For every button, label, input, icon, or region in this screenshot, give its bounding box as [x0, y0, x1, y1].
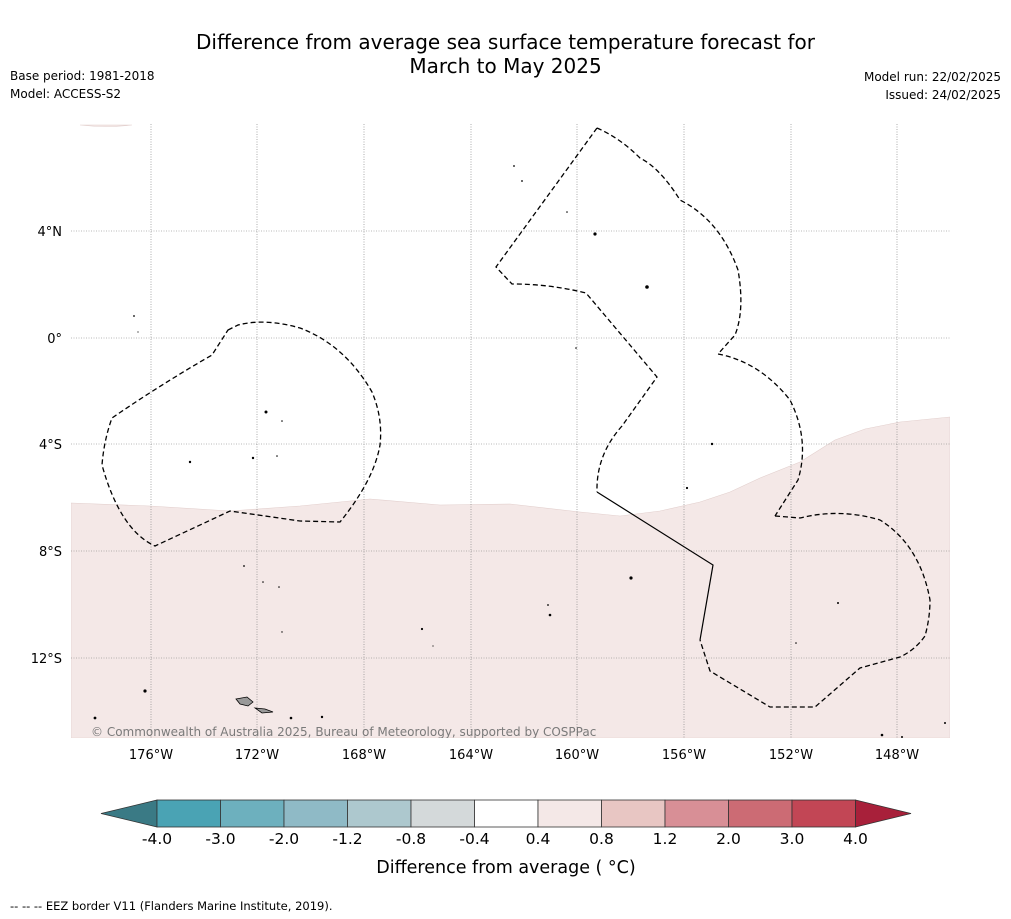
lat-label: 4°N	[38, 225, 63, 240]
eez-footnote: -- -- -- EEZ border V11 (Flanders Marine…	[10, 899, 333, 913]
colorbar-over-triangle	[855, 799, 912, 828]
lat-label: 0°	[47, 332, 62, 347]
title-line-2: March to May 2025	[409, 54, 602, 78]
map-panel: © Commonwealth of Australia 2025, Bureau…	[71, 124, 950, 739]
anomaly-region	[71, 416, 950, 738]
samoa-island-upolu	[253, 707, 274, 714]
colorbar-segment	[410, 799, 475, 828]
colorbar	[100, 799, 912, 828]
lat-label: 4°S	[39, 438, 62, 453]
colorbar-segment	[156, 799, 221, 828]
colorbar-segment	[474, 799, 539, 828]
eez-kiribati-line	[596, 127, 804, 517]
map-title: Difference from average sea surface temp…	[0, 30, 1011, 78]
lon-label: 148°W	[875, 748, 919, 763]
colorbar-ticks: -4.0 -3.0 -2.0 -1.2 -0.8 -0.4 0.4 0.8 1.…	[142, 830, 868, 848]
copyright-text: © Commonwealth of Australia 2025, Bureau…	[91, 725, 596, 739]
issued-text: Issued: 24/02/2025	[885, 88, 1001, 102]
colorbar-segment	[347, 799, 412, 828]
colorbar-tick-label: 1.2	[653, 830, 678, 848]
colorbar-under-triangle	[100, 799, 158, 828]
colorbar-tick-label: -2.0	[269, 830, 299, 848]
colorbar-tick-label: 2.0	[716, 830, 741, 848]
colorbar-segment	[664, 799, 729, 828]
lat-label: 8°S	[39, 545, 62, 560]
eez-shared-boundary	[596, 491, 714, 641]
base-period-text: Base period: 1981-2018	[10, 69, 155, 83]
lat-label: 12°S	[31, 652, 62, 667]
lat-labels: 4°N 0° 4°S 8°S 12°S	[31, 225, 62, 667]
colorbar-tick-label: -0.8	[396, 830, 426, 848]
colorbar-segment	[220, 799, 285, 828]
colorbar-tick-label: -3.0	[205, 830, 235, 848]
lon-label: 168°W	[342, 748, 386, 763]
lon-label: 152°W	[769, 748, 813, 763]
colorbar-segment	[283, 799, 348, 828]
eez-line-to-cook	[495, 127, 658, 493]
colorbar-label: Difference from average ( °C)	[376, 858, 635, 878]
colorbar-segment	[537, 799, 602, 828]
title-line-1: Difference from average sea surface temp…	[195, 30, 815, 54]
lon-label: 164°W	[449, 748, 493, 763]
colorbar-segment	[728, 799, 793, 828]
colorbar-segment	[791, 799, 856, 828]
metadata-left: Base period: 1981-2018 Model: ACCESS-S2	[10, 67, 155, 103]
islands	[93, 165, 946, 738]
colorbar-tick-label: 3.0	[780, 830, 805, 848]
colorbar-tick-label: -4.0	[142, 830, 172, 848]
metadata-right: Model run: 22/02/2025 Issued: 24/02/2025	[864, 68, 1001, 104]
graticule	[71, 124, 950, 738]
colorbar-tick-label: 0.8	[589, 830, 614, 848]
colorbar-tick-label: 0.4	[526, 830, 551, 848]
lon-labels: 176°W 172°W 168°W 164°W 160°W 156°W 152°…	[129, 748, 919, 763]
lon-label: 172°W	[235, 748, 279, 763]
lon-label: 160°W	[555, 748, 599, 763]
eez-borders	[101, 127, 931, 708]
samoa-island-savaii	[235, 696, 254, 707]
colorbar-segment	[601, 799, 666, 828]
anomaly-region-top-left	[79, 124, 133, 127]
eez-cook-north	[699, 512, 931, 708]
model-run-text: Model run: 22/02/2025	[863, 70, 1001, 84]
colorbar-tick-label: -1.2	[332, 830, 362, 848]
lon-label: 176°W	[129, 748, 173, 763]
colorbar-tick-label: 4.0	[843, 830, 868, 848]
colorbar-tick-label: -0.4	[459, 830, 489, 848]
model-text: Model: ACCESS-S2	[10, 87, 122, 101]
lon-label: 156°W	[662, 748, 706, 763]
